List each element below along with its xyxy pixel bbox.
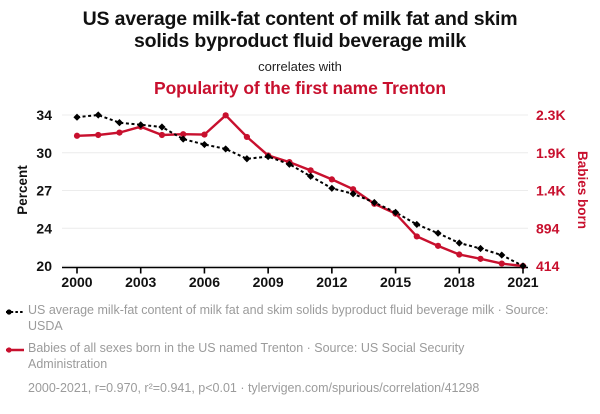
legend-item-trenton: Babies of all sexes born in the US named…	[6, 341, 596, 372]
series-line-trenton	[76, 113, 524, 268]
data-point-milk-fat	[115, 119, 124, 127]
data-point-trenton	[477, 255, 484, 262]
x-axis-tick-label: 2003	[125, 274, 156, 290]
data-point-trenton	[349, 186, 357, 193]
data-point-trenton	[116, 129, 123, 136]
data-point-milk-fat	[413, 220, 421, 229]
left-axis-title: Percent	[15, 165, 30, 215]
series-line-milk-fat	[76, 113, 524, 267]
data-point-milk-fat	[137, 121, 145, 129]
data-point-trenton	[158, 131, 166, 139]
data-point-trenton	[222, 112, 229, 119]
chart-legend: US average milk-fat content of milk fat …	[6, 303, 596, 395]
data-point-trenton	[201, 131, 208, 138]
data-point-milk-fat	[328, 184, 336, 192]
data-point-trenton	[73, 132, 81, 139]
data-point-milk-fat	[476, 244, 485, 253]
data-point-milk-fat	[94, 111, 102, 119]
chart-header: US average milk-fat content of milk fat …	[0, 0, 600, 99]
right-axis-tick-label: 1.4K	[536, 183, 566, 199]
right-axis-title: Babies born	[575, 151, 590, 229]
data-point-milk-fat	[200, 140, 209, 149]
data-point-trenton	[307, 167, 314, 174]
right-axis-tick-label: 414	[536, 258, 560, 274]
right-axis-tick-label: 1.9K	[536, 145, 566, 161]
data-point-milk-fat	[158, 123, 166, 131]
left-axis-tick-label: 34	[36, 107, 52, 123]
data-point-milk-fat	[370, 198, 378, 207]
legend-label: US average milk-fat content of milk fat …	[28, 303, 549, 333]
data-point-milk-fat	[349, 190, 357, 198]
red-solid-series-icon	[6, 347, 24, 353]
data-point-milk-fat	[307, 172, 315, 180]
x-axis-tick-label: 2009	[253, 274, 284, 290]
left-axis-tick-label: 20	[36, 258, 52, 274]
left-axis-tick-label: 30	[36, 145, 52, 161]
right-axis-tick-label: 2.3K	[536, 107, 566, 123]
chart-title: US average milk-fat content of milk fat …	[82, 8, 518, 53]
correlates-with-label: correlates with	[258, 58, 342, 74]
x-axis-tick-label: 2018	[444, 274, 475, 290]
black-dashed-series-icon	[6, 309, 24, 315]
data-point-milk-fat	[73, 113, 81, 121]
left-axis-tick-label: 24	[36, 220, 52, 236]
data-point-milk-fat	[264, 152, 272, 161]
data-point-trenton	[328, 176, 335, 183]
x-axis-tick-label: 2015	[380, 274, 411, 290]
data-point-milk-fat	[222, 145, 230, 153]
data-point-milk-fat	[243, 155, 251, 163]
x-axis-tick-label: 2006	[189, 274, 220, 290]
data-point-trenton	[434, 242, 442, 249]
right-axis-tick-label: 894	[536, 220, 560, 236]
legend-label: Babies of all sexes born in the US named…	[28, 341, 465, 371]
data-point-milk-fat	[285, 160, 293, 168]
data-point-trenton	[456, 251, 463, 258]
data-point-milk-fat	[498, 251, 506, 259]
data-point-trenton	[243, 133, 251, 141]
data-point-trenton	[180, 131, 187, 138]
data-point-milk-fat	[434, 229, 442, 237]
left-axis-tick-label: 27	[36, 183, 52, 199]
legend-item-milk-fat: US average milk-fat content of milk fat …	[6, 303, 596, 334]
x-axis-tick-label: 2012	[316, 274, 347, 290]
data-point-trenton	[413, 233, 420, 240]
chart-red-title: Popularity of the first name Trenton	[154, 77, 446, 98]
data-point-milk-fat	[391, 208, 400, 216]
stats-footnote: 2000-2021, r=0.970, r²=0.941, p<0.01 · t…	[28, 381, 480, 395]
data-point-milk-fat	[179, 135, 187, 143]
data-point-milk-fat	[519, 262, 527, 270]
x-axis-tick-label: 2000	[61, 274, 92, 290]
data-point-trenton	[95, 131, 102, 139]
data-point-milk-fat	[455, 239, 463, 247]
x-axis-tick-label: 2021	[507, 274, 538, 290]
data-point-trenton	[498, 260, 505, 267]
